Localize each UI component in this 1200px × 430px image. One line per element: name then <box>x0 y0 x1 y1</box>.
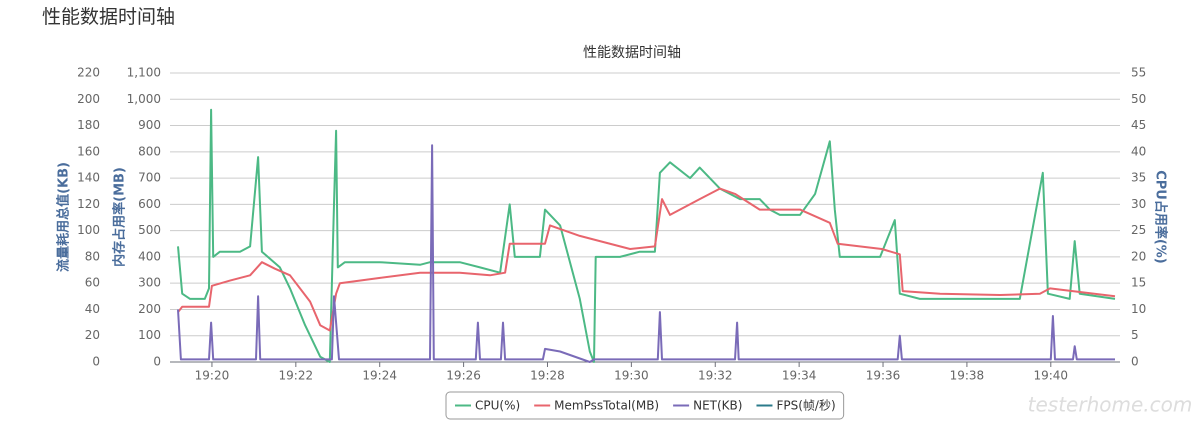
tick-label: 120 <box>77 197 100 211</box>
tick-label: 25 <box>1131 223 1146 237</box>
tick-label: 20 <box>1131 249 1146 263</box>
tick-label: 30 <box>1131 197 1146 211</box>
legend-label: CPU(%) <box>475 399 520 413</box>
x-tick-label: 19:24 <box>362 369 397 383</box>
series-line <box>177 187 1116 332</box>
x-tick-label: 19:36 <box>866 369 901 383</box>
tick-label: 100 <box>77 223 100 237</box>
tick-label: 0 <box>92 355 100 369</box>
tick-label: 50 <box>1131 92 1146 106</box>
tick-label: 1,000 <box>127 92 161 106</box>
x-tick-label: 19:40 <box>1033 369 1068 383</box>
legend-label: MemPssTotal(MB) <box>554 399 659 413</box>
tick-label: 160 <box>77 144 100 158</box>
tick-label: 5 <box>1131 328 1139 342</box>
page-title: 性能数据时间轴 <box>42 6 176 28</box>
x-tick-label: 19:26 <box>446 369 481 383</box>
tick-label: 55 <box>1131 66 1146 80</box>
watermark: testerhome.com <box>1028 393 1193 417</box>
tick-label: 15 <box>1131 276 1146 290</box>
tick-label: 35 <box>1131 171 1146 185</box>
axis-title: CPU占用率(%) <box>1153 170 1169 264</box>
series-line <box>177 144 1115 363</box>
tick-label: 800 <box>138 144 161 158</box>
tick-label: 220 <box>77 66 100 80</box>
tick-label: 80 <box>85 249 100 263</box>
x-tick-label: 19:38 <box>950 369 985 383</box>
tick-label: 600 <box>138 197 161 211</box>
tick-label: 900 <box>138 118 161 132</box>
chart-title: 性能数据时间轴 <box>583 45 681 61</box>
tick-label: 0 <box>1131 355 1139 369</box>
axis-title: 内存占用率(MB) <box>112 167 128 267</box>
series-line <box>177 108 1116 363</box>
tick-label: 40 <box>85 302 100 316</box>
tick-label: 500 <box>138 223 161 237</box>
tick-label: 40 <box>1131 144 1146 158</box>
tick-label: 20 <box>85 328 100 342</box>
tick-label: 140 <box>77 171 100 185</box>
tick-label: 200 <box>77 92 100 106</box>
tick-label: 200 <box>138 302 161 316</box>
x-tick-label: 19:20 <box>195 369 230 383</box>
tick-label: 1,100 <box>127 66 161 80</box>
axis-title: 流量耗用总值(KB) <box>56 162 72 272</box>
tick-label: 60 <box>85 276 100 290</box>
tick-label: 180 <box>77 118 100 132</box>
x-tick-label: 19:28 <box>530 369 565 383</box>
tick-label: 45 <box>1131 118 1146 132</box>
tick-label: 0 <box>153 355 161 369</box>
x-tick-label: 19:22 <box>279 369 314 383</box>
x-tick-label: 19:32 <box>698 369 733 383</box>
tick-label: 700 <box>138 171 161 185</box>
tick-label: 10 <box>1131 302 1146 316</box>
legend: CPU(%) MemPssTotal(MB) NET(KB) FPS(帧/秒) <box>445 391 845 420</box>
legend-label: NET(KB) <box>693 399 742 413</box>
tick-label: 300 <box>138 276 161 290</box>
legend-box <box>445 391 845 420</box>
x-tick-label: 19:30 <box>614 369 649 383</box>
x-tick-label: 19:34 <box>782 369 817 383</box>
tick-label: 400 <box>138 249 161 263</box>
tick-label: 100 <box>138 328 161 342</box>
legend-label: FPS(帧/秒) <box>776 399 835 413</box>
